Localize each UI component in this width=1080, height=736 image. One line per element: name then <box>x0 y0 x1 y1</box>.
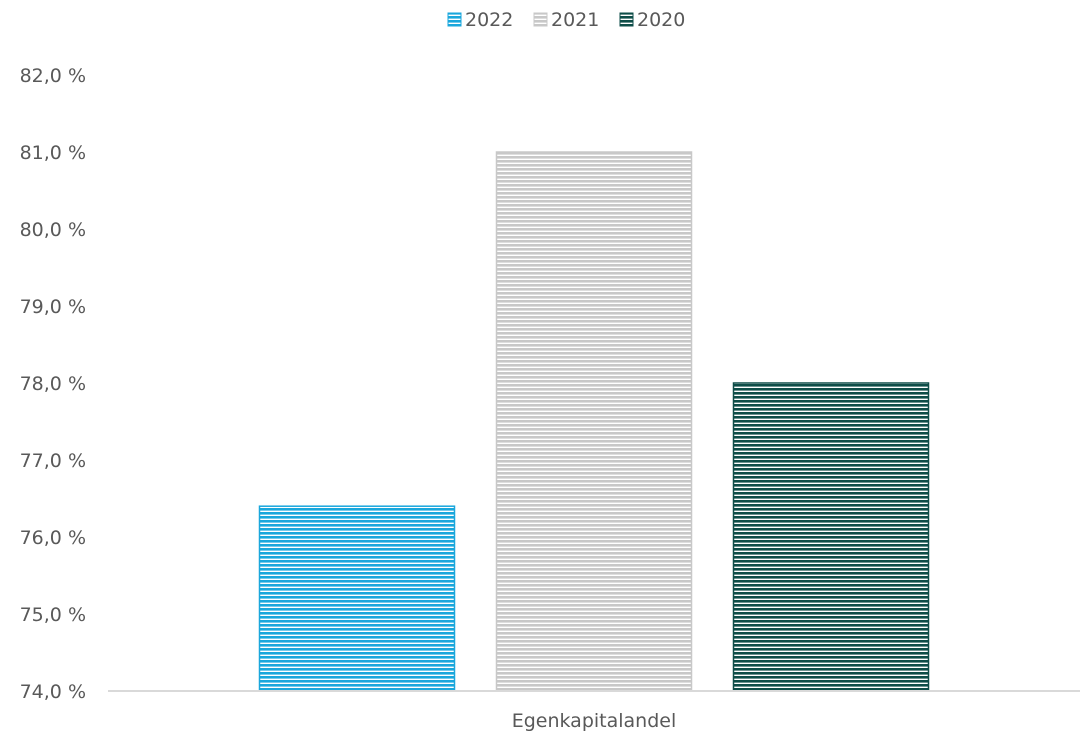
bar-2022 <box>258 505 456 692</box>
y-tick-label: 80,0 % <box>20 219 86 241</box>
y-tick-label: 77,0 % <box>20 450 86 472</box>
x-category-label: Egenkapitalandel <box>512 710 677 732</box>
legend-swatch-2022 <box>447 12 462 27</box>
bar-2021 <box>495 151 693 692</box>
y-tick-label: 81,0 % <box>20 142 86 164</box>
legend-label: 2022 <box>465 9 513 31</box>
legend-label: 2021 <box>551 9 599 31</box>
bars-group <box>258 151 930 692</box>
x-axis: Egenkapitalandel <box>512 710 677 732</box>
y-axis: 74,0 % 75,0 % 76,0 % 77,0 % 78,0 % 79,0 % 80,0… <box>20 65 86 703</box>
legend-label: 2020 <box>637 9 685 31</box>
y-tick-label: 76,0 % <box>20 527 86 549</box>
legend-swatch-2021 <box>533 12 548 27</box>
y-tick-label: 78,0 % <box>20 373 86 395</box>
y-tick-label: 75,0 % <box>20 604 86 626</box>
legend-swatch-2020 <box>619 12 634 27</box>
bar-2020 <box>732 382 930 692</box>
y-tick-label: 82,0 % <box>20 65 86 87</box>
chart-legend: 2022 2021 2020 <box>447 9 685 31</box>
y-tick-label: 79,0 % <box>20 296 86 318</box>
y-tick-label: 74,0 % <box>20 681 86 703</box>
